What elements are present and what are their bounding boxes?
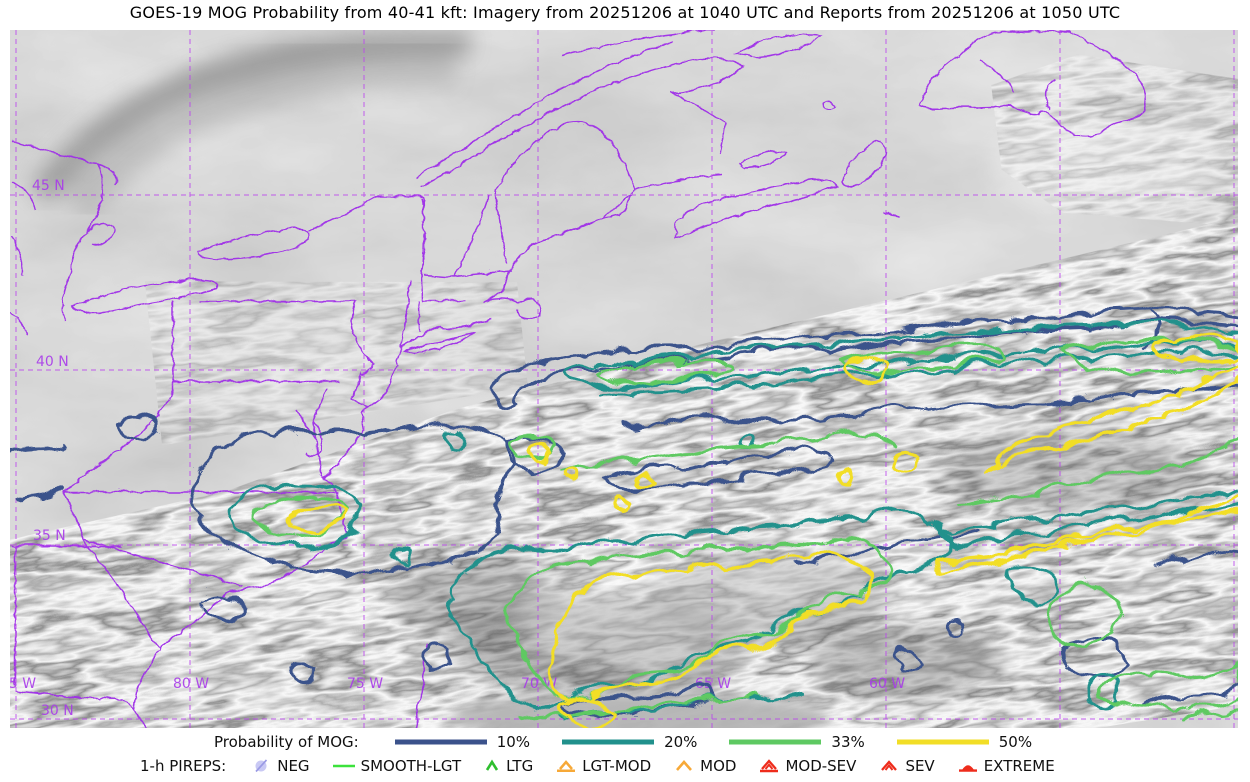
neg-icon [255,759,268,773]
sc-ga-border [81,537,160,647]
extreme-label: EXTREME [983,757,1055,775]
legend-item-ltg: LTG [483,757,533,775]
mod-icon [676,760,693,771]
lon-label-85w: 85 W [10,676,36,692]
pei [736,149,788,167]
prob-33-label: 33% [831,733,865,751]
lat-label-40n: 40 N [36,354,69,370]
neg-label: NEG [277,757,310,775]
atlantic-coast [131,188,635,728]
mod-sev-label: MOD-SEV [785,757,857,775]
nova-scotia [674,177,838,239]
lon-label-80w: 80 W [173,676,209,692]
prob-10-label: 10% [496,733,531,751]
prob-50-swatch [896,739,989,745]
cape-breton [839,140,886,186]
legend-item-50pct: 50% [895,733,1032,751]
legend-item-mod: MOD [673,757,736,775]
left-edge-shore [10,179,35,335]
sev-icon [881,760,898,771]
ltg-icon [486,759,499,771]
prob-20-swatch [562,739,655,745]
prob-33-swatch [729,739,822,745]
nc-sc-border [81,537,242,586]
legend-item-mod-sev: MOD-SEV [758,757,856,775]
mod-label: MOD [700,757,737,775]
legend-item-33pct: 33% [727,733,865,751]
nb-coast [633,173,721,190]
legend-item-neg: NEG [252,757,310,775]
probability-legend: Probability of MOG: 10% 20% 33% 50% [214,731,1032,753]
lon-label-75w: 75 W [347,676,383,692]
legend-item-smooth-lgt: SMOOTH-LGT [332,757,462,775]
page-title: GOES-19 MOG Probability from 40-41 kft: … [129,3,1121,22]
magdalen-islands [821,100,836,110]
va-wv-border [61,380,173,492]
map-svg: 45 N 40 N 35 N 30 N 85 W 80 W 75 W 70 W … [10,30,1238,728]
sable-island [881,211,899,216]
legend-item-sev: SEV [878,757,935,775]
gaspe [667,56,743,155]
prob-20-label: 20% [664,733,698,751]
fl-ga-border [13,689,133,710]
ny-pa-border [198,299,375,399]
contour-33pct-layer [245,333,1238,718]
ma-ct-borders [416,273,466,331]
tn-nc-border [61,490,83,539]
probability-legend-label: Probability of MOG: [214,733,359,751]
extreme-icon [958,765,977,772]
ny-vt-border [419,194,424,301]
lgt-mod-icon [557,760,576,773]
gulf-north-shore [559,30,699,56]
legend-item-lgt-mod: LGT-MOD [555,757,651,775]
pireps-legend-label: 1-h PIREPS: [140,757,227,775]
pireps-legend: 1-h PIREPS: NEG SMOOTH-LGT LTG LGT-MOD M… [140,755,1055,777]
smooth-lgt-icon [332,764,355,768]
hudson-river [398,279,411,347]
legend-item-extreme: EXTREME [957,757,1055,775]
canada-border [307,194,422,231]
lon-label-60w: 60 W [869,676,905,692]
lake-erie [68,277,217,313]
lake-ontario [195,226,311,259]
sev-label: SEV [905,757,935,775]
smooth-lgt-label: SMOOTH-LGT [360,757,462,775]
long-island [401,330,475,353]
lat-label-45n: 45 N [32,178,65,194]
lake-huron-shore [10,139,116,321]
lgt-mod-label: LGT-MOD [582,757,652,775]
mod-sev-icon [760,759,779,773]
prob-10-swatch [394,739,487,745]
contour-50pct-layer [282,331,1238,726]
lat-label-35n: 35 N [33,528,66,544]
anticosti-island [732,32,822,57]
prob-50-label: 50% [998,733,1033,751]
pa-west-border [171,300,337,381]
lat-label-30n: 30 N [41,703,74,719]
satellite-map: 45 N 40 N 35 N 30 N 85 W 80 W 75 W 70 W … [10,30,1238,728]
newfoundland [918,30,1146,137]
vt-nh-border [452,189,512,277]
st-lawrence-south [419,59,687,187]
gridlines-layer [10,30,1238,728]
contour-10pct-layer [10,304,1238,712]
legend-item-10pct: 10% [393,733,530,751]
st-lawrence-north [414,39,673,178]
ltg-label: LTG [506,757,534,775]
legend-item-20pct: 20% [560,733,697,751]
